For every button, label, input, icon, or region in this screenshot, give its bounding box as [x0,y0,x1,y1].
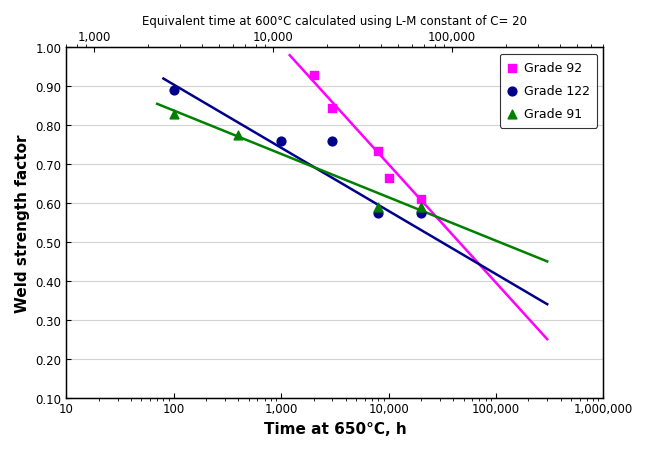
Grade 91 [168,110,179,118]
Grade 92 [416,196,426,203]
Grade 122 [373,210,384,217]
X-axis label: Equivalent time at 600°C calculated using L-M constant of C= 20: Equivalent time at 600°C calculated usin… [143,15,527,28]
Grade 92 [384,175,394,182]
Grade 122 [416,210,426,217]
Grade 91 [373,204,384,211]
Grade 122 [276,138,286,145]
X-axis label: Time at 650°C, h: Time at 650°C, h [264,421,406,436]
Grade 92 [308,72,319,79]
Grade 92 [327,105,338,112]
Grade 91 [416,204,426,211]
Legend: Grade 92, Grade 122, Grade 91: Grade 92, Grade 122, Grade 91 [500,55,597,129]
Grade 122 [168,87,179,95]
Grade 91 [233,132,244,139]
Y-axis label: Weld strength factor: Weld strength factor [15,134,30,312]
Grade 92 [373,147,384,155]
Grade 122 [327,138,338,145]
